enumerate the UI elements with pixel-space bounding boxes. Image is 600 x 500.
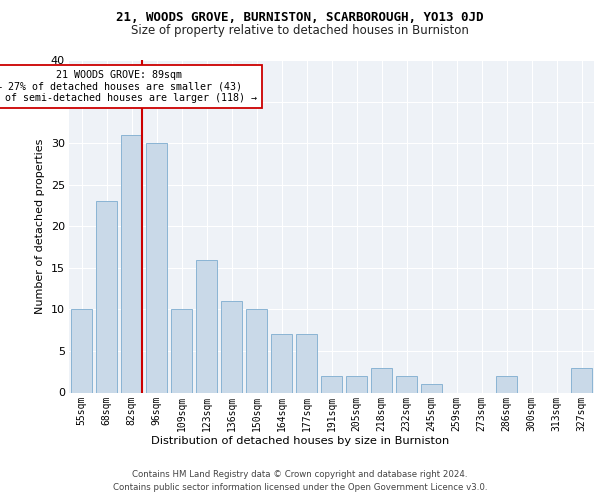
Bar [171, 310, 192, 392]
Bar [121, 135, 142, 392]
Bar [296, 334, 317, 392]
Bar [321, 376, 342, 392]
Bar [71, 310, 92, 392]
Bar [421, 384, 442, 392]
Bar [571, 368, 592, 392]
Bar [196, 260, 217, 392]
Text: Contains public sector information licensed under the Open Government Licence v3: Contains public sector information licen… [113, 482, 487, 492]
Bar [396, 376, 417, 392]
Bar [146, 143, 167, 392]
Bar [221, 301, 242, 392]
Bar [96, 202, 117, 392]
Bar [271, 334, 292, 392]
Text: Contains HM Land Registry data © Crown copyright and database right 2024.: Contains HM Land Registry data © Crown c… [132, 470, 468, 479]
Text: Size of property relative to detached houses in Burniston: Size of property relative to detached ho… [131, 24, 469, 37]
Text: 21, WOODS GROVE, BURNISTON, SCARBOROUGH, YO13 0JD: 21, WOODS GROVE, BURNISTON, SCARBOROUGH,… [116, 11, 484, 24]
Text: Distribution of detached houses by size in Burniston: Distribution of detached houses by size … [151, 436, 449, 446]
Bar [246, 310, 267, 392]
Y-axis label: Number of detached properties: Number of detached properties [35, 138, 45, 314]
Bar [346, 376, 367, 392]
Text: 21 WOODS GROVE: 89sqm
← 27% of detached houses are smaller (43)
73% of semi-deta: 21 WOODS GROVE: 89sqm ← 27% of detached … [0, 70, 257, 103]
Bar [496, 376, 517, 392]
Bar [371, 368, 392, 392]
